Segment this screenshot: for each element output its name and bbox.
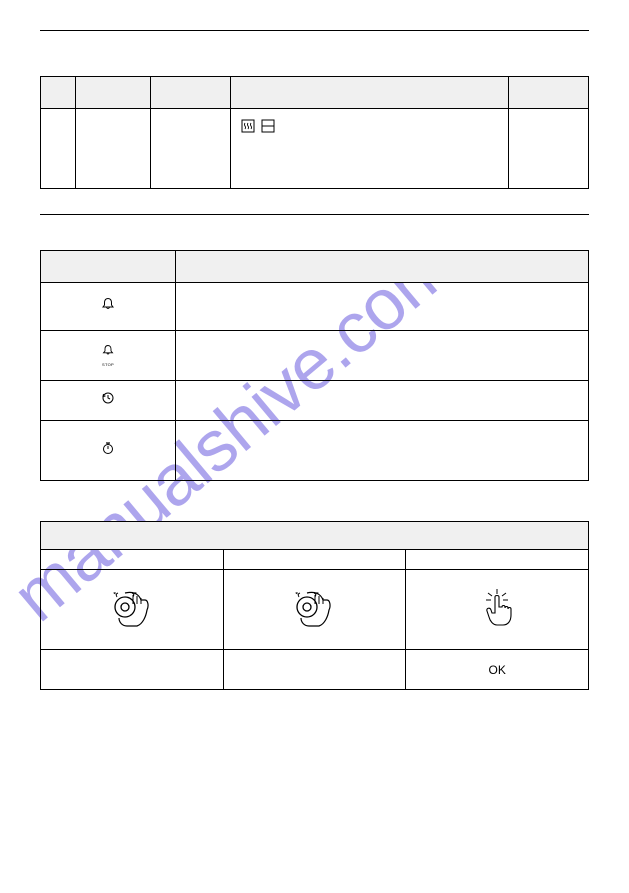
stop-label: STOP [41, 362, 175, 367]
steam-icon [241, 119, 255, 133]
hand-knob-icon [105, 582, 159, 632]
t1-r2c2 [76, 109, 151, 189]
t2-r4c2 [176, 381, 589, 421]
bell-stop-icon [100, 344, 116, 358]
t2-r5c1 [41, 421, 176, 481]
t3-r2c1 [41, 570, 224, 650]
t2-r4c1 [41, 381, 176, 421]
t1-h3 [151, 77, 231, 109]
t1-h4 [231, 77, 509, 109]
t2-r3c1: STOP [41, 331, 176, 381]
top-divider [40, 30, 589, 31]
t1-h2 [76, 77, 151, 109]
tap-hand-icon [477, 585, 517, 629]
t1-r2c3 [151, 109, 231, 189]
t2-h1 [41, 251, 176, 283]
t1-h5 [509, 77, 589, 109]
t3-sh1 [41, 550, 224, 570]
clock-arrow-icon [101, 391, 115, 405]
split-box-icon [261, 119, 275, 133]
t3-r3c3: OK [406, 650, 589, 690]
timer-icon [101, 441, 115, 455]
t2-r2c2 [176, 283, 589, 331]
table-1 [40, 76, 589, 189]
t3-sh2 [223, 550, 406, 570]
hand-knob-icon-2 [287, 582, 341, 632]
t3-h [41, 522, 589, 550]
t2-h2 [176, 251, 589, 283]
page-content: STOP [40, 30, 589, 690]
ok-label: OK [488, 663, 505, 677]
t3-r2c3 [406, 570, 589, 650]
t3-r3c1 [41, 650, 224, 690]
t1-r2c5 [509, 109, 589, 189]
t1-r2c1 [41, 109, 76, 189]
t2-r3c2 [176, 331, 589, 381]
t3-r3c2 [223, 650, 406, 690]
t1-r2c4 [231, 109, 509, 189]
t1-h1 [41, 77, 76, 109]
t3-sh3 [406, 550, 589, 570]
t3-r2c2 [223, 570, 406, 650]
t2-r2c1 [41, 283, 176, 331]
t2-r5c2 [176, 421, 589, 481]
table-3: OK [40, 521, 589, 690]
table-2: STOP [40, 250, 589, 481]
mid-divider [40, 214, 589, 215]
bell-icon [100, 296, 116, 312]
